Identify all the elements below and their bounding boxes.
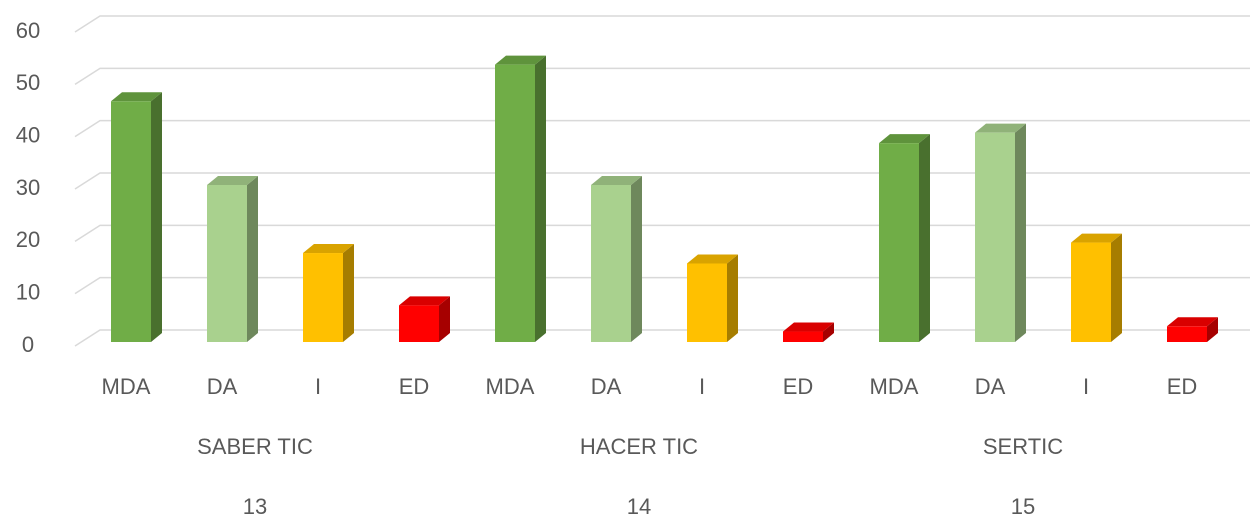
bar-side bbox=[535, 55, 546, 343]
bar-top bbox=[687, 254, 738, 264]
bar bbox=[975, 132, 1015, 342]
grid-line bbox=[74, 329, 1250, 347]
y-tick-label: 40 bbox=[16, 122, 40, 147]
group-label: SABER TIC bbox=[197, 434, 313, 459]
bar-side bbox=[1111, 233, 1122, 342]
x-tick-label: ED bbox=[399, 374, 430, 399]
grid-line bbox=[74, 224, 1250, 242]
bar-top bbox=[879, 134, 930, 144]
bar bbox=[591, 185, 631, 342]
bar-top bbox=[1167, 317, 1218, 327]
x-tick-label: ED bbox=[1167, 374, 1198, 399]
bar-top bbox=[111, 92, 162, 102]
y-tick-label: 30 bbox=[16, 175, 40, 200]
x-tick-label: DA bbox=[975, 374, 1006, 399]
bar-top bbox=[303, 244, 354, 254]
bar bbox=[879, 143, 919, 342]
bar-side bbox=[727, 254, 738, 342]
x-tick-label: I bbox=[1083, 374, 1089, 399]
bar-side bbox=[631, 176, 642, 342]
x-tick-label: ED bbox=[783, 374, 814, 399]
group-label: SERTIC bbox=[983, 434, 1063, 459]
x-tick-label: MDA bbox=[486, 374, 535, 399]
bar-side bbox=[919, 134, 930, 342]
group-code: 15 bbox=[1011, 494, 1035, 519]
bar-top bbox=[591, 176, 642, 185]
grid-line bbox=[74, 67, 1250, 85]
bar-side bbox=[1207, 317, 1218, 342]
bar bbox=[1071, 242, 1111, 342]
y-tick-label: 60 bbox=[16, 18, 40, 43]
bar-top bbox=[1071, 233, 1122, 243]
bar-side bbox=[439, 296, 450, 342]
x-tick-label: I bbox=[315, 374, 321, 399]
x-tick-label: DA bbox=[207, 374, 238, 399]
grid-line bbox=[74, 15, 1250, 33]
y-tick-label: 10 bbox=[16, 279, 40, 304]
bar-top bbox=[495, 55, 546, 65]
y-tick-label: 50 bbox=[16, 70, 40, 95]
bar bbox=[303, 253, 343, 342]
bar-side bbox=[823, 322, 834, 342]
bar-top bbox=[783, 322, 834, 332]
bar-side bbox=[247, 176, 258, 342]
y-tick-label: 0 bbox=[22, 332, 34, 357]
bar-side bbox=[151, 92, 162, 343]
bar-top bbox=[399, 296, 450, 306]
bar-side bbox=[343, 244, 354, 342]
grid-line bbox=[74, 276, 1250, 295]
grid-line bbox=[74, 172, 1250, 190]
bar-top bbox=[975, 123, 1026, 133]
x-tick-label: MDA bbox=[870, 374, 919, 399]
bar-side bbox=[1015, 123, 1026, 343]
x-tick-label: MDA bbox=[102, 374, 151, 399]
x-tick-label: I bbox=[699, 374, 705, 399]
y-tick-label: 20 bbox=[16, 227, 40, 252]
bar bbox=[207, 185, 247, 342]
group-code: 13 bbox=[243, 494, 267, 519]
bar bbox=[399, 305, 439, 342]
group-code: 14 bbox=[627, 494, 651, 519]
bar bbox=[687, 263, 727, 342]
bar bbox=[783, 331, 823, 342]
bar-top bbox=[207, 176, 258, 185]
grid-line bbox=[74, 119, 1250, 138]
group-label: HACER TIC bbox=[580, 434, 698, 459]
bar bbox=[111, 101, 151, 343]
x-tick-label: DA bbox=[591, 374, 622, 399]
bar bbox=[1167, 326, 1207, 342]
bar bbox=[495, 64, 535, 342]
